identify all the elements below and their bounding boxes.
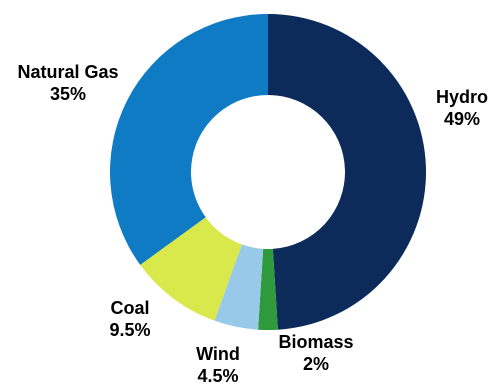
slice-biomass: [258, 248, 278, 330]
value-wind: 4.5%: [197, 366, 238, 386]
slice-wind: [214, 244, 264, 330]
value-hydro: 49%: [444, 109, 480, 129]
value-natural-gas: 35%: [50, 84, 86, 104]
slice-coal: [140, 217, 242, 321]
value-biomass: 2%: [303, 354, 329, 374]
label-hydro: Hydro: [436, 87, 488, 107]
slice-natural-gas: [109, 14, 268, 265]
label-biomass: Biomass: [278, 332, 353, 352]
slice-hydro: [268, 14, 427, 330]
label-natural-gas: Natural Gas: [17, 62, 118, 82]
donut-slices: [109, 14, 427, 330]
label-coal: Coal: [110, 298, 149, 318]
label-wind: Wind: [196, 344, 240, 364]
value-coal: 9.5%: [109, 320, 150, 340]
